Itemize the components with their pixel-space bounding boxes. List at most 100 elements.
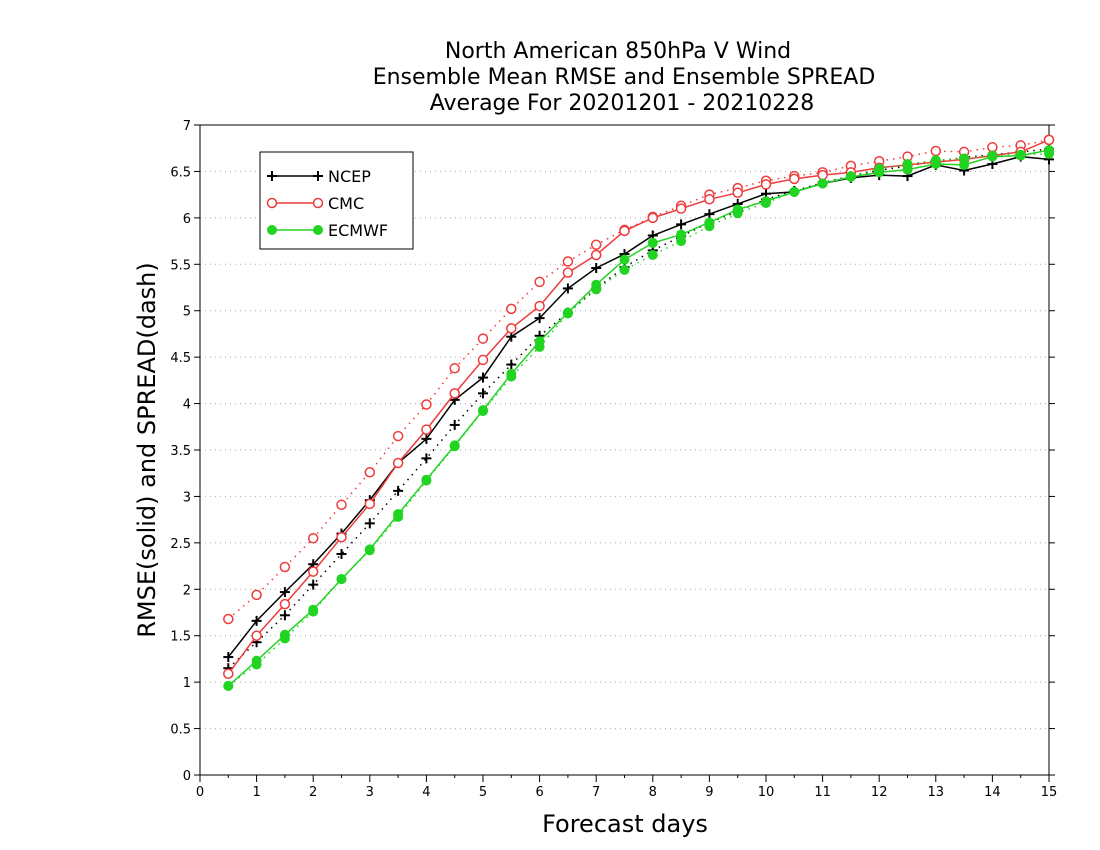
legend-box — [259, 151, 414, 250]
x-tick-label: 8 — [649, 785, 657, 800]
series-ncep-spread-point — [393, 485, 404, 496]
series-cmc-spread-point — [449, 363, 460, 374]
series-cmc-rmse-point — [223, 668, 234, 680]
x-tick-label: 9 — [705, 785, 713, 800]
series-cmc-rmse-point — [760, 179, 772, 190]
series-ecmwf-rmse-point — [279, 629, 290, 640]
series-ecmwf-rmse-point — [478, 405, 488, 416]
x-tick-label: 4 — [422, 785, 430, 800]
series-ncep-spread-point — [336, 549, 347, 559]
series-cmc-spread-point — [506, 303, 517, 315]
title-line-2: Ensemble Mean RMSE and Ensemble SPREAD — [373, 65, 876, 90]
series-cmc-spread-point — [251, 589, 262, 601]
series-cmc-spread-point — [307, 532, 319, 544]
series-cmc-spread-point — [590, 239, 602, 251]
series-cmc-rmse-point — [449, 388, 460, 399]
series-ecmwf-rmse-point — [959, 159, 970, 170]
series-cmc-rmse-point — [251, 630, 262, 641]
series-ncep-spread-point — [364, 518, 375, 529]
x-tick-label: 7 — [592, 785, 600, 800]
series-ecmwf-rmse-point — [1015, 150, 1026, 161]
series-cmc-rmse-point — [732, 187, 743, 199]
series-ecmwf-rmse-point — [902, 164, 913, 175]
y-tick-label: 0 — [183, 769, 191, 784]
series-cmc-rmse-point — [392, 457, 404, 469]
legend-item-ecmwf: ECMWF — [267, 221, 388, 240]
series-cmc-rmse-point — [1043, 134, 1055, 146]
series-ecmwf-rmse-point — [393, 509, 404, 520]
series-cmc-spread-point — [279, 561, 291, 573]
chart-title: North American 850hPa V Wind Ensemble Me… — [373, 39, 876, 116]
series-ecmwf-rmse-point — [619, 254, 630, 265]
legend-label: NCEP — [328, 167, 371, 186]
y-tick-label: 7 — [183, 119, 191, 134]
x-tick-label: 6 — [535, 785, 543, 800]
series-cmc-rmse-point — [562, 267, 574, 278]
series-ncep-spread-point — [421, 453, 432, 464]
series-cmc-spread-point — [930, 145, 942, 157]
legend-label: ECMWF — [328, 221, 388, 240]
series-ncep-rmse-point — [251, 615, 262, 626]
series-ecmwf-rmse-point — [789, 186, 800, 197]
series-ecmwf-rmse-point — [845, 172, 856, 182]
series-ecmwf-rmse-point — [987, 151, 998, 162]
series-ecmwf-rmse-point — [704, 217, 715, 228]
series-cmc-rmse-point — [704, 194, 715, 205]
series-ecmwf-rmse-point — [1044, 145, 1054, 156]
series-cmc-rmse-point — [534, 300, 545, 312]
series-ecmwf-rmse-point — [308, 604, 319, 615]
series-ecmwf-rmse-point — [732, 204, 743, 215]
series-ecmwf-rmse-point — [364, 544, 375, 555]
legend-marker — [267, 225, 277, 235]
y-tick-label: 4 — [183, 398, 191, 413]
x-tick-label: 2 — [309, 785, 317, 800]
x-axis-label: Forecast days — [542, 810, 708, 838]
series-ncep-rmse-point — [279, 587, 290, 598]
y-tick-label: 3.5 — [170, 444, 191, 459]
legend-marker — [266, 197, 278, 209]
x-tick-label: 3 — [366, 785, 374, 800]
y-tick-label: 1 — [183, 676, 191, 691]
series-ncep-spread-point — [478, 388, 488, 399]
legend-marker — [313, 171, 323, 181]
series-ecmwf-rmse-point — [676, 229, 687, 240]
series-cmc-spread-point — [223, 613, 234, 625]
series-ecmwf-rmse-point — [761, 196, 771, 207]
series-ecmwf-rmse-point — [930, 159, 941, 169]
series-ecmwf-spread-point — [647, 250, 658, 260]
series-ncep-spread-point — [506, 359, 517, 370]
series-cmc-spread-point — [421, 399, 432, 410]
series-ncep-rmse-point — [704, 209, 715, 220]
series-cmc-rmse-point — [336, 532, 347, 543]
series-cmc-spread-point — [364, 467, 376, 478]
series-cmc-rmse-point — [619, 225, 630, 237]
series-ecmwf-spread-point — [619, 264, 630, 275]
series-cmc-rmse-point — [590, 249, 602, 261]
x-tick-label: 10 — [758, 785, 775, 800]
series-ncep-spread-point — [279, 610, 290, 621]
series-ecmwf-rmse-point — [534, 336, 545, 347]
x-tick-label: 1 — [252, 785, 260, 800]
series-cmc-rmse-point — [364, 498, 376, 510]
series-ecmwf-rmse-point — [647, 237, 658, 248]
y-tick-label: 3 — [183, 490, 191, 505]
series-cmc-rmse-point — [421, 424, 432, 435]
series-ecmwf-rmse-point — [449, 440, 460, 451]
legend-marker — [267, 171, 277, 181]
series-cmc-rmse-point — [789, 173, 800, 185]
series-ecmwf-rmse-point — [562, 307, 573, 318]
series-cmc-rmse-point — [477, 354, 489, 366]
series-ncep-rmse-point — [676, 219, 687, 230]
series-ncep-rmse-point — [534, 313, 545, 324]
series-layer — [223, 134, 1055, 691]
legend-label: CMC — [328, 194, 364, 213]
title-line-3: Average For 20201201 - 20210228 — [430, 91, 815, 116]
series-ncep-rmse-point — [478, 372, 488, 383]
x-tick-label: 11 — [814, 785, 831, 800]
x-tick-label: 15 — [1041, 785, 1058, 800]
y-tick-label: 2 — [183, 583, 191, 598]
y-tick-label: 0.5 — [170, 723, 191, 738]
series-ncep-spread-point — [308, 579, 319, 590]
series-ecmwf-rmse-point — [817, 178, 828, 189]
